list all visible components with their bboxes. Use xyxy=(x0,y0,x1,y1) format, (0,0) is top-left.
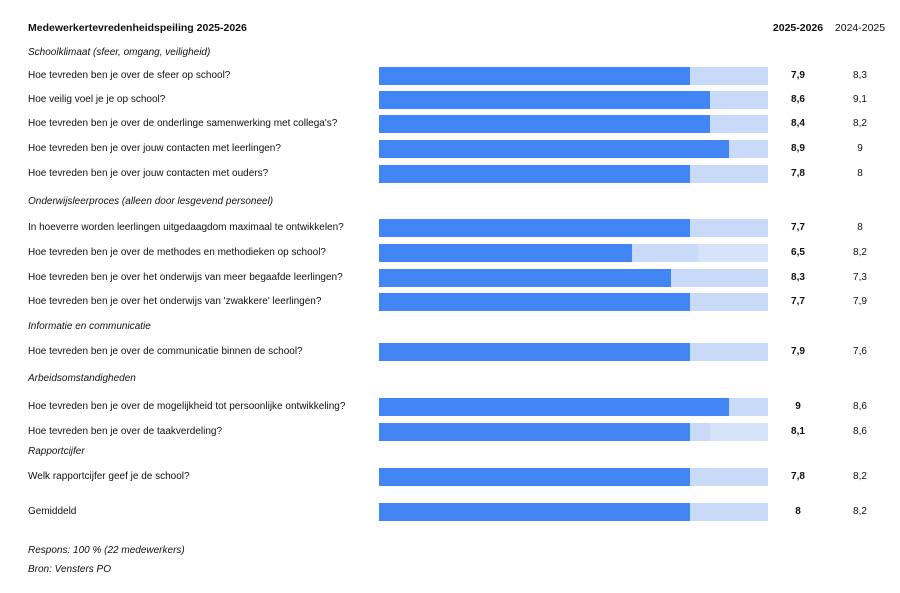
question-label: Hoe tevreden ben je over de mogelijkheid… xyxy=(28,401,346,412)
section-heading: Rapportcijfer xyxy=(28,446,85,457)
bar-track xyxy=(379,343,768,361)
value-current: 8,1 xyxy=(791,426,805,437)
value-previous: 8,2 xyxy=(853,118,867,129)
value-current: 7,8 xyxy=(791,168,805,179)
column-header-previous: 2024-2025 xyxy=(834,22,886,34)
bar-value xyxy=(379,165,690,183)
bar-track xyxy=(379,219,768,237)
value-current: 7,9 xyxy=(791,70,805,81)
value-previous: 8 xyxy=(857,222,863,233)
question-label: Hoe tevreden ben je over het onderwijs v… xyxy=(28,272,343,283)
bar-value xyxy=(379,423,690,441)
value-previous: 8,6 xyxy=(853,401,867,412)
section-heading: Schoolklimaat (sfeer, omgang, veiligheid… xyxy=(28,47,211,58)
value-current: 7,7 xyxy=(791,296,805,307)
bar-track-tail xyxy=(698,244,768,262)
bar-track xyxy=(379,503,768,521)
bar-track xyxy=(379,269,768,287)
footer-source: Bron: Vensters PO xyxy=(28,564,111,575)
value-current: 6,5 xyxy=(791,247,805,258)
value-current: 9 xyxy=(795,401,801,412)
value-previous: 7,9 xyxy=(853,296,867,307)
value-previous: 9,1 xyxy=(853,94,867,105)
value-previous: 8,2 xyxy=(853,247,867,258)
value-current: 8,3 xyxy=(791,272,805,283)
question-label: Hoe tevreden ben je over de communicatie… xyxy=(28,346,303,357)
bar-value xyxy=(379,269,671,287)
bar-track xyxy=(379,398,768,416)
question-label: Welk rapportcijfer geef je de school? xyxy=(28,471,190,482)
bar-track xyxy=(379,244,768,262)
bar-value xyxy=(379,91,710,109)
question-label: Hoe veilig voel je je op school? xyxy=(28,94,166,105)
question-label: Gemiddeld xyxy=(28,506,77,517)
bar-value xyxy=(379,293,690,311)
value-current: 7,7 xyxy=(791,222,805,233)
value-current: 8,4 xyxy=(791,118,805,129)
bar-value xyxy=(379,115,710,133)
value-current: 7,9 xyxy=(791,346,805,357)
value-previous: 8 xyxy=(857,168,863,179)
bar-value xyxy=(379,398,729,416)
value-current: 8 xyxy=(795,506,801,517)
value-previous: 8,2 xyxy=(853,506,867,517)
value-current: 8,6 xyxy=(791,94,805,105)
value-previous: 8,6 xyxy=(853,426,867,437)
question-label: Hoe tevreden ben je over jouw contacten … xyxy=(28,143,281,154)
bar-value xyxy=(379,67,690,85)
bar-value xyxy=(379,244,632,262)
value-previous: 8,2 xyxy=(853,471,867,482)
value-previous: 7,3 xyxy=(853,272,867,283)
bar-value xyxy=(379,219,690,237)
question-label: Hoe tevreden ben je over de onderlinge s… xyxy=(28,118,338,129)
bar-track xyxy=(379,423,768,441)
bar-value xyxy=(379,140,729,158)
value-current: 7,8 xyxy=(791,471,805,482)
bar-track xyxy=(379,293,768,311)
question-label: Hoe tevreden ben je over de methodes en … xyxy=(28,247,326,258)
chart-title: Medewerkertevredenheidspeiling 2025-2026 xyxy=(28,22,247,34)
section-heading: Arbeidsomstandigheden xyxy=(28,373,136,384)
section-heading: Onderwijsleerproces (alleen door lesgeve… xyxy=(28,196,274,207)
question-label: Hoe tevreden ben je over het onderwijs v… xyxy=(28,296,322,307)
value-previous: 8,3 xyxy=(853,70,867,81)
question-label: Hoe tevreden ben je over de taakverdelin… xyxy=(28,426,223,437)
bar-track xyxy=(379,468,768,486)
footer-response: Respons: 100 % (22 medewerkers) xyxy=(28,545,185,556)
column-header-current: 2025-2026 xyxy=(772,22,824,34)
bar-track xyxy=(379,67,768,85)
bar-value xyxy=(379,343,690,361)
bar-track xyxy=(379,165,768,183)
bar-value xyxy=(379,503,690,521)
bar-track xyxy=(379,140,768,158)
bar-track xyxy=(379,91,768,109)
value-previous: 7,6 xyxy=(853,346,867,357)
question-label: Hoe tevreden ben je over de sfeer op sch… xyxy=(28,70,231,81)
question-label: Hoe tevreden ben je over jouw contacten … xyxy=(28,168,269,179)
section-heading: Informatie en communicatie xyxy=(28,321,151,332)
bar-value xyxy=(379,468,690,486)
value-previous: 9 xyxy=(857,143,863,154)
question-label: In hoeverre worden leerlingen uitgedaagd… xyxy=(28,222,344,233)
bar-track xyxy=(379,115,768,133)
value-current: 8,9 xyxy=(791,143,805,154)
bar-track-tail xyxy=(710,423,768,441)
